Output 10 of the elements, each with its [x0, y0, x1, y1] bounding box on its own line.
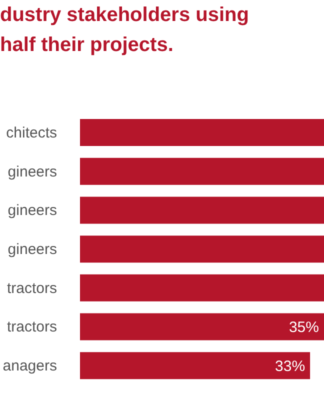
y-tick-label: gineers	[8, 202, 57, 220]
y-tick-label: tractors	[6, 318, 57, 336]
y-tick-label: gineers	[8, 163, 57, 180]
y-tick-label: gineers	[8, 241, 57, 258]
y-tick-label: anagers	[2, 358, 57, 375]
y-tick-label: tractors	[6, 280, 57, 297]
data-label: 33%	[275, 358, 306, 375]
chart-title: dustry stakeholders using half their projects.	[0, 3, 250, 58]
y-tick-label: chitects	[6, 124, 57, 142]
data-label: 35%	[288, 319, 319, 336]
